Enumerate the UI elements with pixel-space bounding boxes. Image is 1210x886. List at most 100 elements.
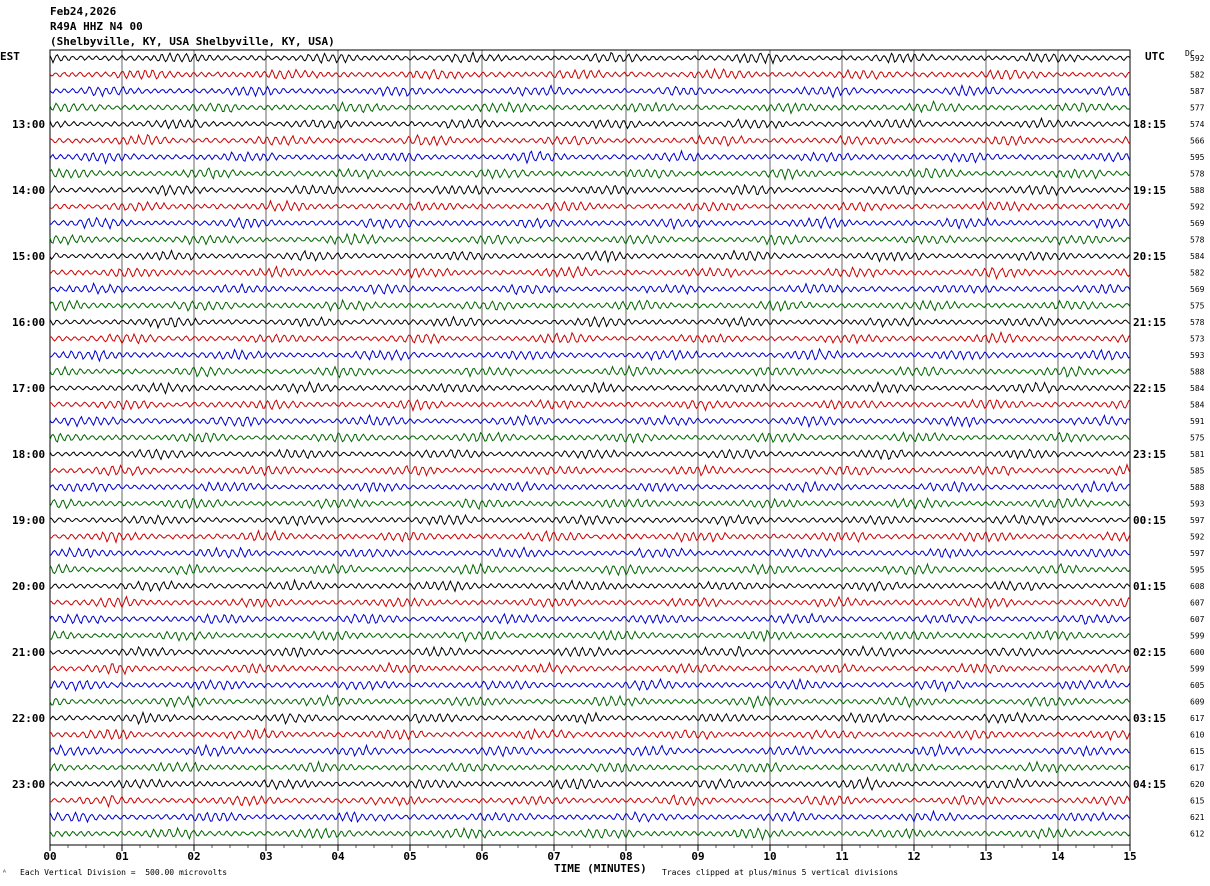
est-hour-label: 14:00: [12, 184, 45, 197]
dc-offset-label: 595: [1190, 153, 1205, 162]
scale-note: Each Vertical Division = 500.00 microvol…: [20, 868, 228, 877]
dc-offset-label: 578: [1190, 236, 1205, 245]
x-tick-label: 04: [331, 850, 345, 863]
x-tick-label: 05: [403, 850, 416, 863]
seismic-trace: [49, 50, 1131, 65]
clip-note: Traces clipped at plus/minus 5 vertical …: [662, 868, 899, 877]
seismic-trace: [49, 167, 1131, 181]
logo-mark: ᴬ: [2, 868, 7, 877]
seismic-trace: [49, 794, 1131, 809]
dc-offset-label: 593: [1190, 500, 1205, 509]
dc-offset-label: 569: [1190, 285, 1205, 294]
dc-offset-label: 581: [1190, 450, 1205, 459]
seismic-trace: [49, 298, 1131, 313]
seismic-trace: [49, 578, 1131, 593]
plot-frame: [49, 49, 1131, 846]
chart-date: Feb24,2026: [50, 5, 117, 18]
dc-offset-label: 621: [1190, 813, 1205, 822]
seismic-trace: [49, 759, 1131, 774]
seismic-trace: [49, 480, 1131, 494]
dc-offset-label: 617: [1190, 764, 1205, 773]
x-tick-label: 03: [259, 850, 272, 863]
seismic-trace: [49, 431, 1131, 444]
seismic-trace: [49, 612, 1131, 625]
x-tick-label: 07: [547, 850, 560, 863]
seismic-trace: [49, 629, 1130, 643]
seismic-trace: [49, 546, 1130, 559]
dc-offset-label: 588: [1190, 368, 1205, 377]
dc-offset-label: 600: [1190, 648, 1205, 657]
seismic-trace: [49, 398, 1131, 412]
dc-offset-label: 610: [1190, 731, 1205, 740]
seismic-trace: [49, 199, 1131, 213]
est-hour-label: 19:00: [12, 514, 45, 527]
dc-offset-label: 592: [1190, 203, 1205, 212]
est-hour-label: 13:00: [12, 118, 45, 131]
dc-offset-label: 607: [1190, 615, 1205, 624]
seismic-trace: [49, 265, 1131, 281]
dc-offset-label: 574: [1190, 120, 1205, 129]
dc-offset-label: 595: [1190, 566, 1205, 575]
seismic-trace: [49, 776, 1131, 792]
dc-offset-label: 608: [1190, 582, 1205, 591]
est-hour-label: 20:00: [12, 580, 45, 593]
x-tick-label: 00: [43, 850, 56, 863]
seismic-trace: [49, 809, 1131, 824]
dc-offset-label: 585: [1190, 467, 1205, 476]
dc-offset-label: 615: [1190, 797, 1205, 806]
seismic-trace: [49, 315, 1131, 330]
utc-hour-label: 00:15: [1133, 514, 1166, 527]
dc-offset-label: 582: [1190, 269, 1205, 278]
dc-offset-label: 597: [1190, 516, 1205, 525]
dc-offset-label: 593: [1190, 351, 1205, 360]
seismic-trace: [49, 694, 1131, 710]
seismic-trace: [49, 677, 1131, 693]
seismic-trace: [49, 67, 1131, 81]
seismic-trace: [49, 364, 1131, 379]
seismic-trace: [49, 562, 1131, 577]
dc-offset-label: 584: [1190, 252, 1205, 261]
x-tick-label: 02: [187, 850, 200, 863]
utc-hour-label: 03:15: [1133, 712, 1166, 725]
seismic-trace: [49, 149, 1131, 165]
seismic-trace: [49, 513, 1131, 528]
dc-offset-label: 592: [1190, 54, 1205, 63]
seismic-trace: [49, 496, 1131, 511]
dc-offset-label: 582: [1190, 71, 1205, 80]
x-tick-label: 13: [979, 850, 992, 863]
dc-offset-label: 609: [1190, 698, 1205, 707]
dc-offset-label: 607: [1190, 599, 1205, 608]
est-hour-label: 18:00: [12, 448, 45, 461]
dc-offset-label: 573: [1190, 335, 1205, 344]
utc-hour-label: 23:15: [1133, 448, 1166, 461]
est-hour-label: 15:00: [12, 250, 45, 263]
seismic-trace: [49, 595, 1131, 610]
x-tick-label: 12: [907, 850, 920, 863]
dc-offset-label: 597: [1190, 549, 1205, 558]
seismic-trace: [49, 529, 1131, 544]
seismic-trace: [49, 448, 1131, 461]
utc-hour-label: 20:15: [1133, 250, 1166, 263]
dc-offset-label: 584: [1190, 384, 1205, 393]
dc-offset-label: 605: [1190, 681, 1205, 690]
dc-offset-label: 566: [1190, 137, 1205, 146]
dc-offset-label: 599: [1190, 632, 1205, 641]
dc-offset-label: 588: [1190, 483, 1205, 492]
x-tick-label: 01: [115, 850, 129, 863]
utc-hour-label: 22:15: [1133, 382, 1166, 395]
dc-offset-label: 578: [1190, 170, 1205, 179]
dc-offset-label: 578: [1190, 318, 1205, 327]
est-hour-label: 16:00: [12, 316, 45, 329]
seismic-trace: [49, 645, 1131, 658]
seismic-trace: [49, 249, 1131, 264]
right-timezone-label: UTC: [1145, 50, 1165, 63]
dc-header-label: DC: [1185, 49, 1195, 58]
seismic-trace: [49, 462, 1131, 478]
utc-hour-label: 04:15: [1133, 778, 1166, 791]
dc-offset-label: 569: [1190, 219, 1205, 228]
seismic-trace: [49, 183, 1131, 197]
dc-offset-label: 575: [1190, 434, 1205, 443]
x-tick-label: 10: [763, 850, 776, 863]
seismic-trace: [49, 743, 1131, 758]
seismic-trace: [49, 215, 1131, 231]
